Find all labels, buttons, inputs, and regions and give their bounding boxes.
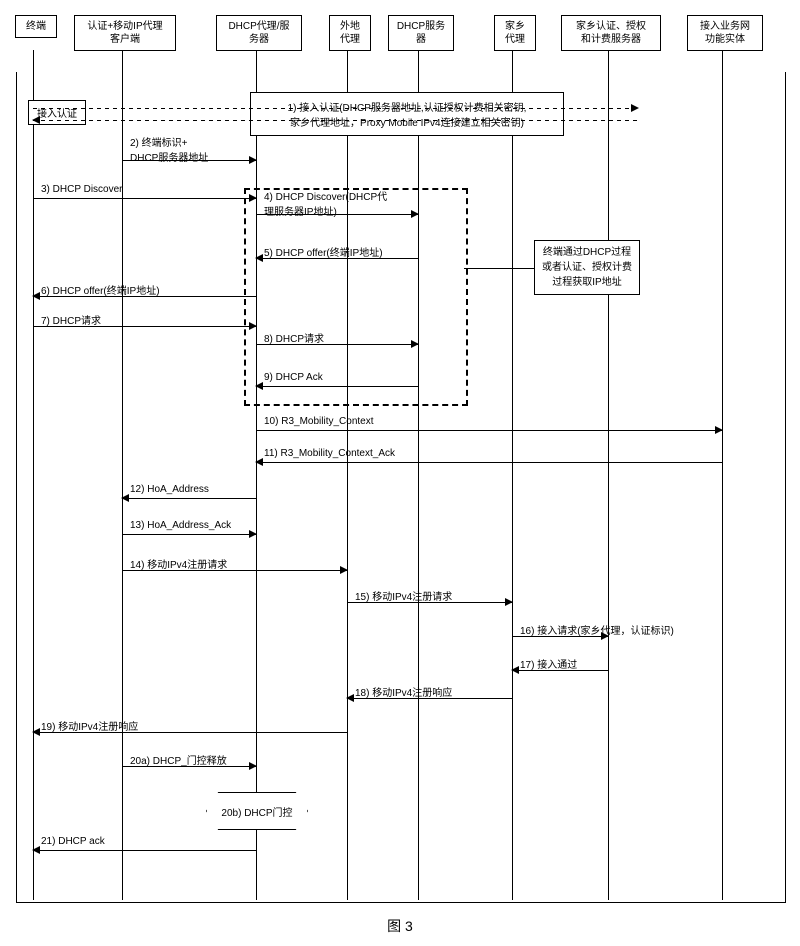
msg-label-11: 11) R3_Mobility_Context_Ack (264, 448, 395, 459)
lifeline-p6 (608, 50, 609, 900)
participant-p6: 家乡认证、授权 和计费服务器 (561, 15, 661, 51)
phase-arrow-left (33, 120, 638, 121)
msg-11 (256, 462, 722, 463)
participant-p2: DHCP代理/服 务器 (216, 15, 302, 51)
msg-label-9: 9) DHCP Ack (264, 372, 323, 383)
phase-desc: 1) 接入认证(DHCP服务器地址,认证授权计费相关密钥, 家乡代理地址，Pro… (250, 92, 564, 136)
msg-label-18: 18) 移动IPv4注册响应 (355, 684, 452, 699)
msg-label-12: 12) HoA_Address (130, 484, 209, 495)
lifeline-p1 (122, 50, 123, 900)
msg-label-21: 21) DHCP ack (41, 836, 105, 847)
msg-label-6: 6) DHCP offer(终端IP地址) (41, 282, 160, 297)
lifeline-p4 (418, 50, 419, 900)
msg-label-16: 16) 接入请求(家乡代理，认证标识) (520, 622, 674, 637)
msg-label-17: 17) 接入通过 (520, 656, 577, 671)
msg-label-13: 13) HoA_Address_Ack (130, 520, 231, 531)
msg-label-8: 8) DHCP请求 (264, 330, 324, 345)
participant-p0: 终端 (15, 15, 57, 38)
participant-p4: DHCP服务 器 (388, 15, 454, 51)
msg-13 (122, 534, 256, 535)
msg-label-20: 20a) DHCP_门控释放 (130, 752, 227, 767)
phase-arrow-right (33, 108, 638, 109)
callout-note: 终端通过DHCP过程 或者认证、授权计费 过程获取IP地址 (534, 240, 640, 295)
msg-label-15: 15) 移动IPv4注册请求 (355, 588, 452, 603)
lifeline-p0 (33, 50, 34, 900)
msg-10 (256, 430, 722, 431)
lifeline-p3 (347, 50, 348, 900)
msg-label-10: 10) R3_Mobility_Context (264, 416, 374, 427)
lifeline-p2 (256, 50, 257, 900)
msg-label-5: 5) DHCP offer(终端IP地址) (264, 244, 383, 259)
participant-p3: 外地 代理 (329, 15, 371, 51)
msg-label-19: 19) 移动IPv4注册响应 (41, 718, 138, 733)
msg-label-3: 3) DHCP Discover (41, 184, 123, 195)
figure-caption: 图 3 (0, 916, 800, 936)
msg-21 (33, 850, 256, 851)
participant-p7: 接入业务网 功能实体 (687, 15, 763, 51)
msg-label-7: 7) DHCP请求 (41, 312, 101, 327)
dhcp-gate-hexagon: 20b) DHCP门控 (206, 792, 308, 830)
msg-12 (122, 498, 256, 499)
msg-9 (256, 386, 418, 387)
hexagon-label: 20b) DHCP门控 (221, 804, 292, 819)
lifeline-p7 (722, 50, 723, 900)
msg-3 (33, 198, 256, 199)
participant-p5: 家乡 代理 (494, 15, 536, 51)
callout-connector (464, 268, 534, 269)
msg-label-4: 4) DHCP Discover(DHCP代 理服务器IP地址) (264, 188, 387, 218)
participant-p1: 认证+移动IP代理 客户端 (74, 15, 176, 51)
sequence-diagram: 终端认证+移动IP代理 客户端 DHCP代理/服 务器外地 代理 DHCP服务 器 家… (0, 0, 800, 946)
lifeline-p5 (512, 50, 513, 900)
msg-label-2: 2) 终端标识+ DHCP服务器地址 (130, 134, 208, 164)
msg-label-14: 14) 移动IPv4注册请求 (130, 556, 227, 571)
